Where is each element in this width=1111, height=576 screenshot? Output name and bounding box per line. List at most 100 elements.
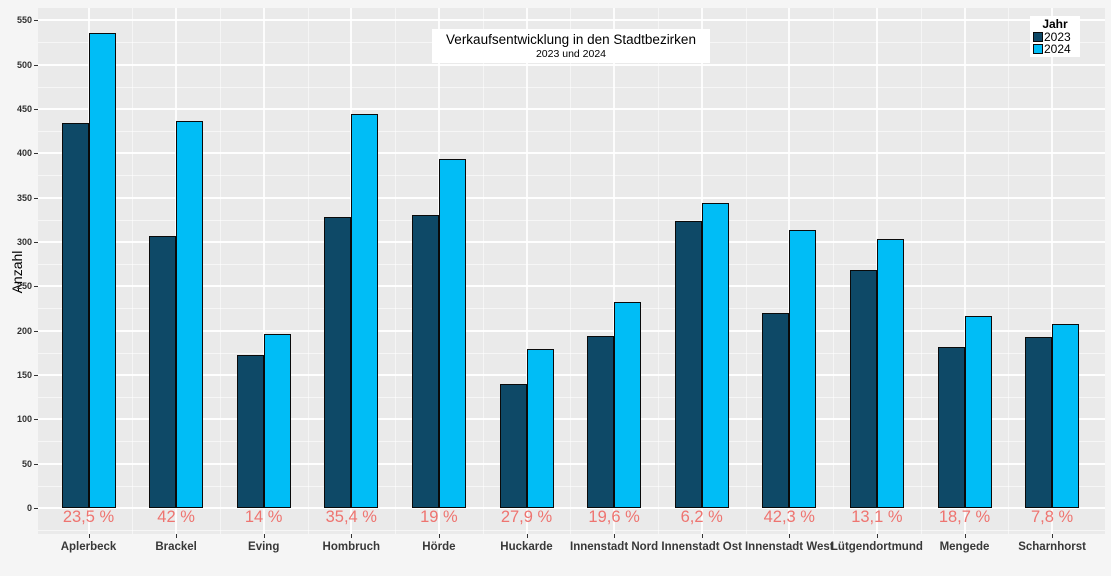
gridline-major-h (38, 285, 1105, 288)
gridline-minor-h (38, 530, 1105, 532)
x-tick-mark (789, 534, 791, 538)
gridline-minor-h (38, 441, 1105, 443)
gridline-major-h (38, 196, 1105, 199)
growth-label: 27,9 % (500, 508, 553, 526)
bar-2023-scharnhorst (1025, 336, 1053, 508)
gridline-minor-v (657, 8, 659, 534)
x-axis-label: Huckarde (500, 541, 553, 553)
legend-items: 2023 2024 (1030, 31, 1080, 55)
legend-swatch-2024 (1033, 44, 1043, 54)
bar-2024-h-rde (438, 158, 466, 508)
gridline-minor-h (38, 131, 1105, 133)
bar-2023-brackel (149, 235, 177, 508)
chart-subtitle: 2023 und 2024 (535, 48, 607, 60)
y-tick-label: 400 (16, 148, 32, 159)
bar-2024-innenstadt-west (789, 230, 817, 508)
x-axis-label: Aplerbeck (60, 541, 117, 553)
y-tick-label: 50 (21, 458, 32, 469)
growth-label: 42 % (157, 508, 195, 526)
y-tick-label: 350 (16, 192, 32, 203)
bar-2023-huckarde (499, 383, 527, 508)
gridline-minor-v (570, 8, 572, 534)
x-axis-label: Hörde (422, 541, 456, 553)
gridline-minor-v (1008, 8, 1010, 534)
x-axis-label: Innenstadt West (744, 541, 834, 553)
gridline-major-h (38, 507, 1105, 509)
bar-2024-l-tgendortmund (876, 239, 904, 508)
chart-title-box: Verkaufsentwicklung in den Stadtbezirken… (432, 29, 710, 63)
x-axis-label: Mengede (939, 541, 990, 553)
gridline-major-h (38, 107, 1105, 110)
gridline-minor-h (38, 352, 1105, 354)
y-tick-mark (34, 241, 38, 243)
bar-2024-innenstadt-ost (701, 202, 729, 508)
bar-2023-hombruch (324, 217, 352, 508)
y-tick-mark (34, 374, 38, 376)
growth-label: 13,1 % (851, 508, 903, 526)
x-tick-mark (1052, 534, 1054, 538)
y-tick-label: 200 (16, 325, 32, 336)
x-tick-mark (176, 534, 178, 538)
bar-2023-eving (236, 355, 264, 508)
x-axis-label: Innenstadt Nord (570, 541, 659, 553)
y-tick-label: 450 (16, 103, 32, 114)
y-tick-label: 300 (16, 236, 32, 247)
x-axis-label: Lütgendortmund (830, 541, 923, 553)
bar-2023-l-tgendortmund (849, 270, 877, 508)
gridline-major-v (525, 8, 528, 534)
bar-2023-innenstadt-ost (674, 220, 702, 508)
gridline-major-v (1051, 8, 1054, 534)
y-tick-label: 550 (16, 15, 32, 26)
x-tick-mark (614, 534, 616, 538)
gridline-major-v (963, 8, 966, 534)
y-axis-title: Anzahl (9, 250, 25, 294)
y-tick-mark (34, 463, 38, 465)
y-tick-label: 100 (16, 414, 32, 425)
y-tick-label: 150 (16, 369, 32, 380)
bar-2024-mengede (964, 316, 992, 508)
y-tick-label: 500 (16, 59, 32, 70)
y-tick-mark (34, 419, 38, 421)
y-tick-mark (34, 286, 38, 288)
x-axis-label: Scharnhorst (1018, 541, 1086, 553)
bar-2024-hombruch (351, 114, 379, 508)
y-tick-mark (34, 153, 38, 155)
growth-label: 18,7 % (938, 508, 991, 526)
gridline-minor-v (920, 8, 922, 534)
gridline-major-h (38, 329, 1105, 332)
bar-2023-mengede (937, 346, 965, 508)
growth-label: 14 % (244, 508, 283, 526)
y-tick-label: 0 (26, 503, 32, 513)
y-tick-mark (34, 197, 38, 199)
x-tick-mark (526, 534, 528, 538)
x-axis-label: Hombruch (322, 541, 381, 553)
bar-2024-brackel (176, 121, 204, 508)
bar-2024-scharnhorst (1052, 323, 1080, 508)
gridline-minor-h (38, 308, 1105, 310)
y-tick-mark (34, 508, 38, 509)
x-tick-mark (876, 534, 878, 538)
bar-2024-eving (263, 334, 291, 508)
x-tick-mark (701, 534, 703, 538)
gridline-major-h (38, 152, 1105, 155)
growth-label: 19 % (420, 508, 458, 526)
gridline-minor-v (745, 8, 747, 534)
gridline-minor-v (482, 8, 484, 534)
gridline-major-v (613, 8, 616, 534)
gridline-minor-v (132, 8, 134, 534)
gridline-minor-v (219, 8, 221, 534)
growth-label: 35,4 % (325, 508, 377, 526)
gridline-major-h (38, 19, 1105, 22)
gridline-minor-h (38, 175, 1105, 177)
gridline-major-v (262, 8, 265, 534)
chart-title: Verkaufsentwicklung in den Stadtbezirken (446, 32, 696, 47)
gridline-major-h (38, 418, 1105, 421)
legend-label-2024: 2024 (1044, 42, 1071, 56)
growth-label: 19,6 % (588, 508, 640, 526)
gridline-minor-h (38, 397, 1105, 399)
gridline-minor-v (395, 8, 397, 534)
gridline-major-h (38, 63, 1105, 66)
bar-2023-innenstadt-west (762, 312, 790, 508)
x-axis-label: Innenstadt Ost (661, 541, 742, 553)
